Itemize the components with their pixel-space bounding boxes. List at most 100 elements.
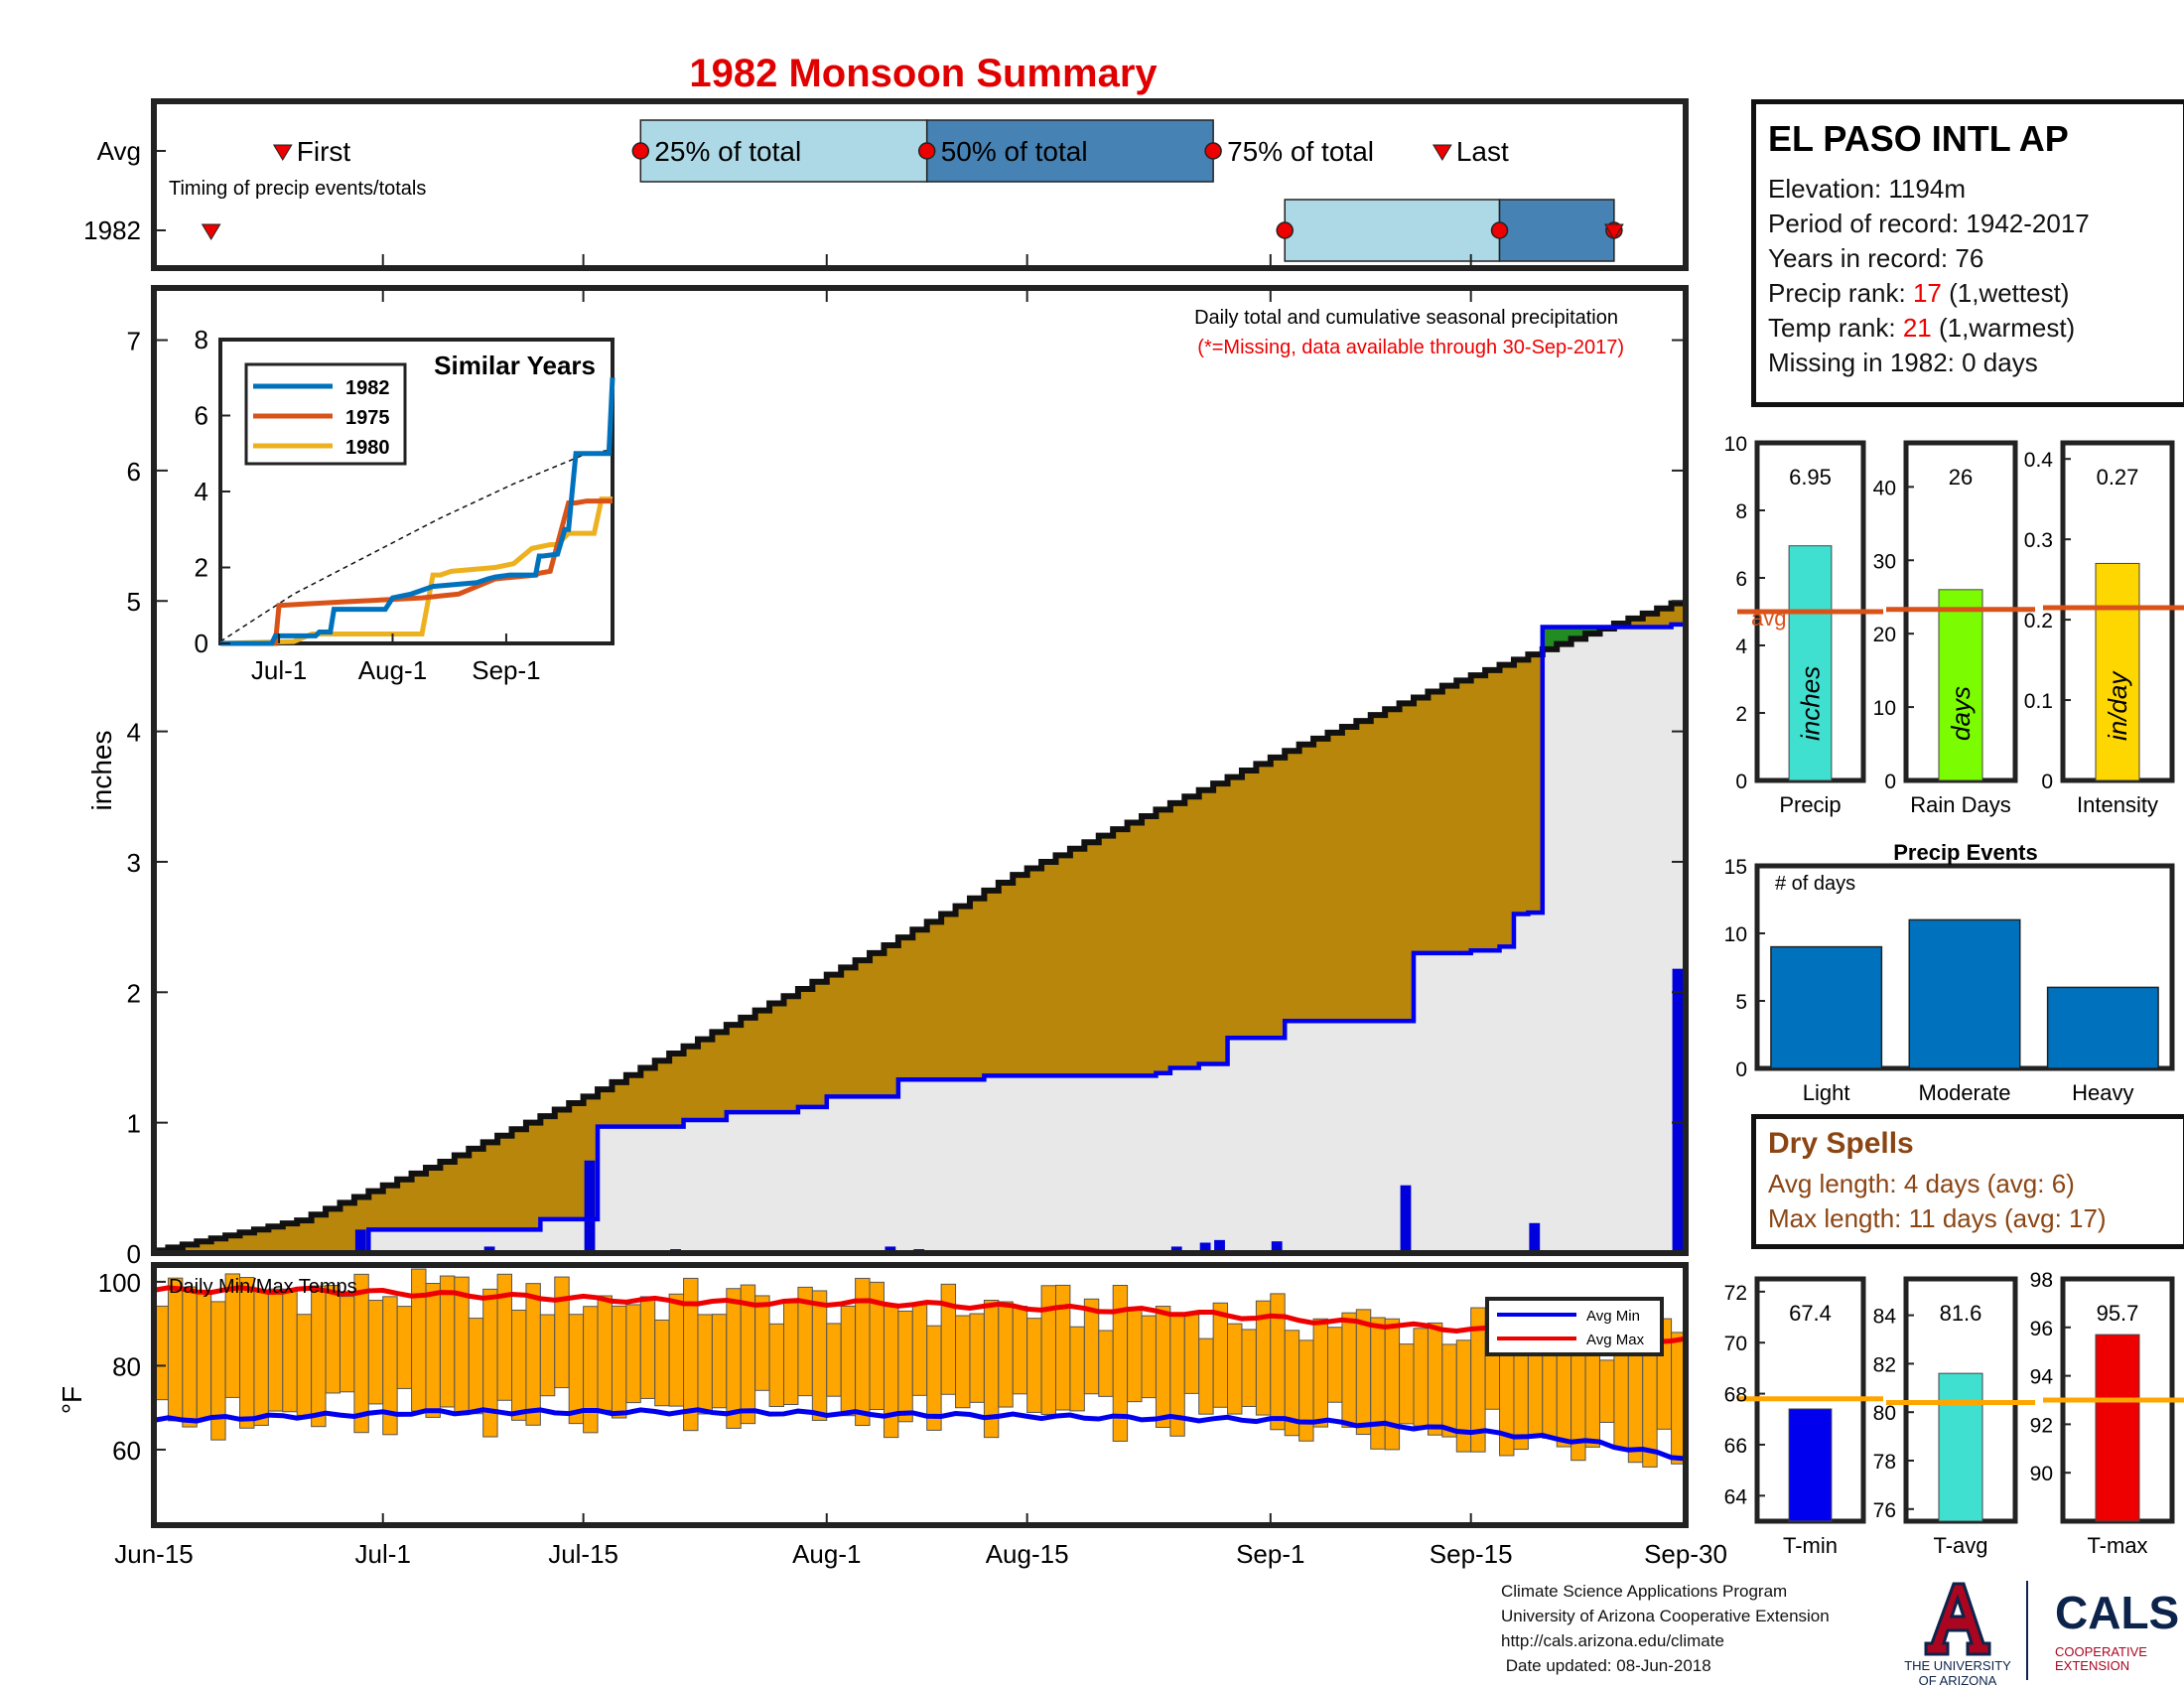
timing-row-avg: Avg: [97, 136, 141, 166]
daily-temp-bar: [1026, 1318, 1042, 1413]
events-ylabel: # of days: [1775, 873, 1855, 895]
tmin-ytick-label: 72: [1724, 1282, 1747, 1305]
similar-years-inset: 0 2 4 6 8 Jul-1 Aug-1 Sep-1 Similar Years 1982 197…: [195, 325, 615, 685]
raindays-ytick-label: 20: [1873, 624, 1896, 646]
timing-panel: Avg 1982 Timing of precip events/totals Fir…: [83, 98, 1689, 271]
daily-temp-bar: [1384, 1318, 1401, 1451]
daily-precip-bar: [1199, 1242, 1211, 1253]
x-axis-label: Sep-1: [1236, 1539, 1304, 1569]
precip-avg-label: avg: [1751, 606, 1786, 631]
cumulative-1982-area: [154, 598, 1686, 1253]
inset-series-line-1980: [219, 496, 613, 646]
daily-temp-bar: [482, 1288, 498, 1438]
temp-rank: Temp rank: 21 (1,warmest): [1768, 311, 2171, 346]
coop-text-1: COOPERATIVE: [2055, 1644, 2147, 1659]
inset-ytick-label: 0: [195, 629, 208, 658]
events-category-label: Heavy: [2072, 1080, 2133, 1105]
daily-temp-bar: [625, 1304, 641, 1404]
avg-min-line: [153, 1407, 1687, 1462]
precip-category-label: Precip: [1779, 792, 1841, 817]
main-frame: [151, 285, 1689, 1256]
daily-precip-bar: [1271, 1241, 1283, 1253]
daily-precip-bar: [1672, 968, 1684, 1253]
daily-precip-bar: [1214, 1239, 1225, 1253]
precip-bar: [1788, 545, 1833, 781]
daily-temp-bar: [411, 1268, 427, 1412]
daily-temp-bar: [897, 1310, 913, 1423]
intensity-category-label: Intensity: [2077, 792, 2158, 817]
timing-row-1982: 1982: [83, 215, 141, 245]
daily-temp-bar: [611, 1305, 627, 1419]
timing-last-marker: [1604, 223, 1624, 240]
daily-temp-bar: [1040, 1285, 1056, 1415]
intensity-ytick-label: 0.4: [2024, 449, 2054, 472]
precip-rank-label: Precip rank:: [1768, 278, 1913, 308]
events-bar: [2046, 986, 2159, 1069]
daily-temp-bar: [1427, 1322, 1443, 1436]
coop-text-2: EXTENSION: [2055, 1658, 2129, 1673]
daily-temp-bar: [167, 1277, 184, 1422]
dry-max-length: Max length: 11 days (avg: 17): [1768, 1203, 2107, 1233]
daily-precip-bar: [483, 1246, 495, 1253]
timing-first-marker: [272, 144, 293, 161]
precip-ytick-label: 10: [1724, 433, 1747, 456]
events-ytick-label: 15: [1724, 856, 1747, 879]
tmin-bar: [1788, 1408, 1833, 1522]
main-chart-subtitle: (*=Missing, data available through 30-Se…: [1197, 337, 1624, 358]
daily-temp-bar: [568, 1314, 585, 1425]
daily-temp-bar: [439, 1275, 456, 1408]
inset-series-line-1982: [220, 377, 615, 646]
daily-temp-bar: [1183, 1314, 1200, 1394]
tmin-ytick-label: 64: [1724, 1485, 1748, 1508]
daily-temp-bar: [311, 1285, 327, 1428]
timing-label-25: 25% of total: [654, 136, 801, 167]
cumulative-1982-line: [154, 347, 1689, 1256]
daily-temp-bar: [525, 1283, 541, 1426]
daily-temp-bar: [554, 1276, 570, 1389]
main-ytick-label: 5: [127, 587, 141, 617]
raindays-category-label: Rain Days: [1910, 792, 2010, 817]
tmax-ytick-label: 90: [2030, 1463, 2053, 1485]
tmin-ytick-label: 70: [1724, 1333, 1747, 1355]
daily-temp-bar: [367, 1300, 384, 1405]
temp-rank-value: 21: [1902, 313, 1932, 343]
tavg-bar: [1938, 1372, 1983, 1522]
daily-temp-bar: [1227, 1323, 1243, 1415]
daily-temp-bar: [940, 1283, 957, 1395]
inset-legend-label: 1980: [345, 437, 390, 459]
precip-ytick-label: 0: [1735, 771, 1747, 793]
timing-box-q1: [1284, 199, 1501, 262]
daily-temp-bar: [969, 1313, 985, 1403]
tmax-bar: [2095, 1334, 2140, 1522]
missing-days: Missing in 1982: 0 days: [1768, 348, 2038, 377]
dry-spells-title: Dry Spells: [1768, 1127, 1914, 1160]
daily-temp-bar: [296, 1314, 313, 1416]
temps-ylabel: °F: [57, 1386, 87, 1414]
inset-legend-label: 1975: [345, 407, 390, 429]
ua-logo-text-1: THE UNIVERSITY: [1904, 1658, 2011, 1673]
daily-temp-bar: [697, 1314, 713, 1415]
intensity-ytick-label: 0.2: [2024, 610, 2053, 633]
tmax-ytick-label: 94: [2030, 1366, 2054, 1389]
cals-logo-text: CALS: [2055, 1587, 2179, 1638]
tmin-value-label: 67.4: [1789, 1301, 1832, 1326]
tavg-ytick-label: 84: [1873, 1306, 1897, 1329]
tmin-ytick-label: 66: [1724, 1435, 1747, 1458]
daily-temp-bar: [768, 1323, 785, 1408]
raindays-bar: [1938, 589, 1983, 781]
x-axis-label: Aug-1: [792, 1539, 861, 1569]
intensity-value-label: 0.27: [2097, 465, 2139, 490]
temps-ytick-label: 60: [112, 1436, 141, 1466]
precip-ytick-label: 8: [1735, 500, 1747, 523]
daily-temp-bar: [1370, 1317, 1386, 1450]
footer-credits: Climate Science Applications Program Uni…: [1501, 1579, 1830, 1678]
main-ytick-label: 4: [127, 718, 141, 748]
x-axis-label: Sep-30: [1644, 1539, 1727, 1569]
tmin-category-label: T-min: [1783, 1533, 1838, 1558]
daily-temp-bar: [182, 1286, 198, 1428]
timing-label-last: Last: [1456, 136, 1509, 167]
footer-line-3[interactable]: http://cals.arizona.edu/climate: [1501, 1631, 1724, 1650]
timing-last-marker: [1432, 144, 1452, 161]
main-ytick-label: 3: [127, 848, 141, 878]
